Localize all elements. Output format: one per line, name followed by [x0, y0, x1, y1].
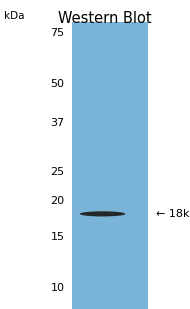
Text: 15: 15 [51, 232, 65, 242]
Text: 20: 20 [51, 196, 65, 205]
Text: Western Blot: Western Blot [58, 11, 151, 26]
Text: 75: 75 [51, 28, 65, 38]
Text: kDa: kDa [4, 11, 24, 21]
Text: 50: 50 [51, 79, 65, 89]
Text: ← 18kDa: ← 18kDa [156, 209, 190, 219]
Bar [72, 22, 148, 309]
Text: 10: 10 [51, 283, 65, 294]
Text: 25: 25 [51, 167, 65, 177]
Text: 37: 37 [51, 117, 65, 128]
Ellipse shape [80, 211, 125, 217]
